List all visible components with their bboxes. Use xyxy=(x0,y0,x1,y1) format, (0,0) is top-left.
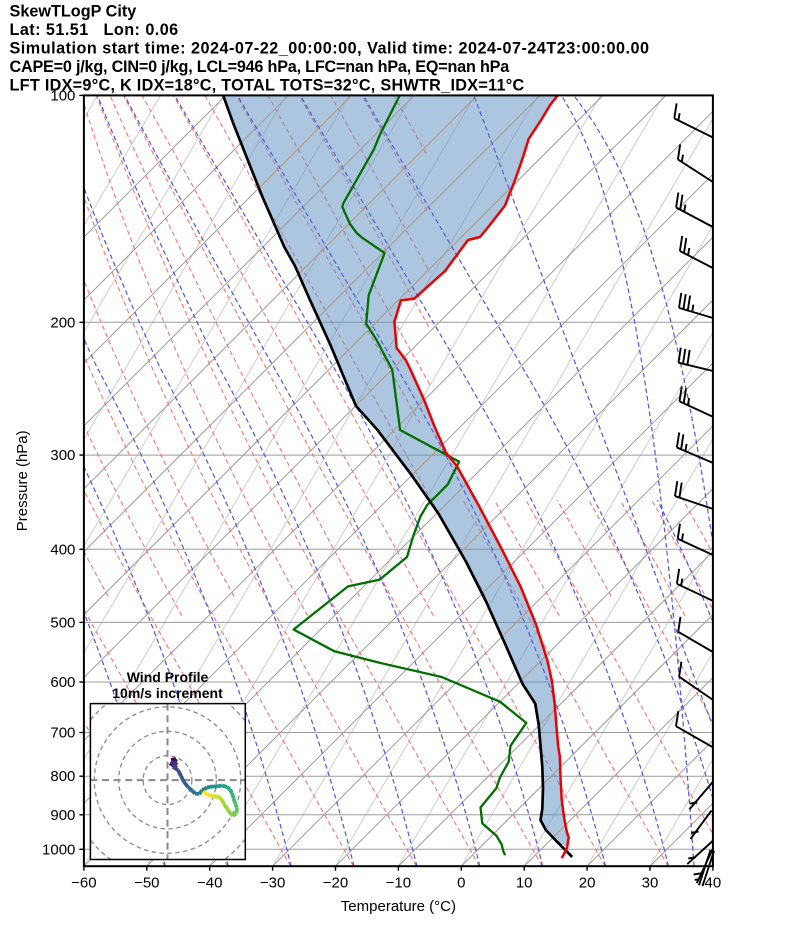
svg-text:Pressure (hPa): Pressure (hPa) xyxy=(14,430,31,531)
svg-text:−50: −50 xyxy=(134,875,159,892)
svg-text:40: 40 xyxy=(705,875,722,892)
svg-text:Lat: 51.51 Lon: 0.06: Lat: 51.51 Lon: 0.06 xyxy=(10,21,179,39)
svg-text:800: 800 xyxy=(50,768,75,785)
svg-text:CAPE=0 j/kg, CIN=0 j/kg, LCL=9: CAPE=0 j/kg, CIN=0 j/kg, LCL=946 hPa, LF… xyxy=(10,58,511,76)
svg-text:0: 0 xyxy=(457,875,465,892)
svg-text:−30: −30 xyxy=(260,875,285,892)
svg-text:300: 300 xyxy=(50,447,75,464)
svg-text:10m/s increment: 10m/s increment xyxy=(112,685,223,701)
svg-text:1000: 1000 xyxy=(42,841,75,858)
svg-text:400: 400 xyxy=(50,541,75,558)
svg-text:10: 10 xyxy=(516,875,533,892)
svg-text:−60: −60 xyxy=(71,875,96,892)
svg-text:−10: −10 xyxy=(386,875,411,892)
svg-text:500: 500 xyxy=(50,614,75,631)
svg-text:−20: −20 xyxy=(323,875,348,892)
svg-text:Temperature (°C): Temperature (°C) xyxy=(341,898,456,915)
svg-text:−40: −40 xyxy=(197,875,222,892)
svg-text:600: 600 xyxy=(50,674,75,691)
svg-text:100: 100 xyxy=(50,87,75,104)
svg-text:20: 20 xyxy=(579,875,596,892)
svg-text:SkewTLogP City: SkewTLogP City xyxy=(10,2,137,20)
svg-text:LFT IDX=9°C, K IDX=18°C, TOTAL: LFT IDX=9°C, K IDX=18°C, TOTAL TOTS=32°C… xyxy=(10,77,525,95)
svg-text:Wind Profile: Wind Profile xyxy=(127,669,209,685)
svg-text:900: 900 xyxy=(50,807,75,824)
svg-text:Simulation start time: 2024-07: Simulation start time: 2024-07-22_00:00:… xyxy=(10,40,650,58)
svg-text:200: 200 xyxy=(50,314,75,331)
svg-text:700: 700 xyxy=(50,725,75,742)
svg-text:30: 30 xyxy=(642,875,659,892)
